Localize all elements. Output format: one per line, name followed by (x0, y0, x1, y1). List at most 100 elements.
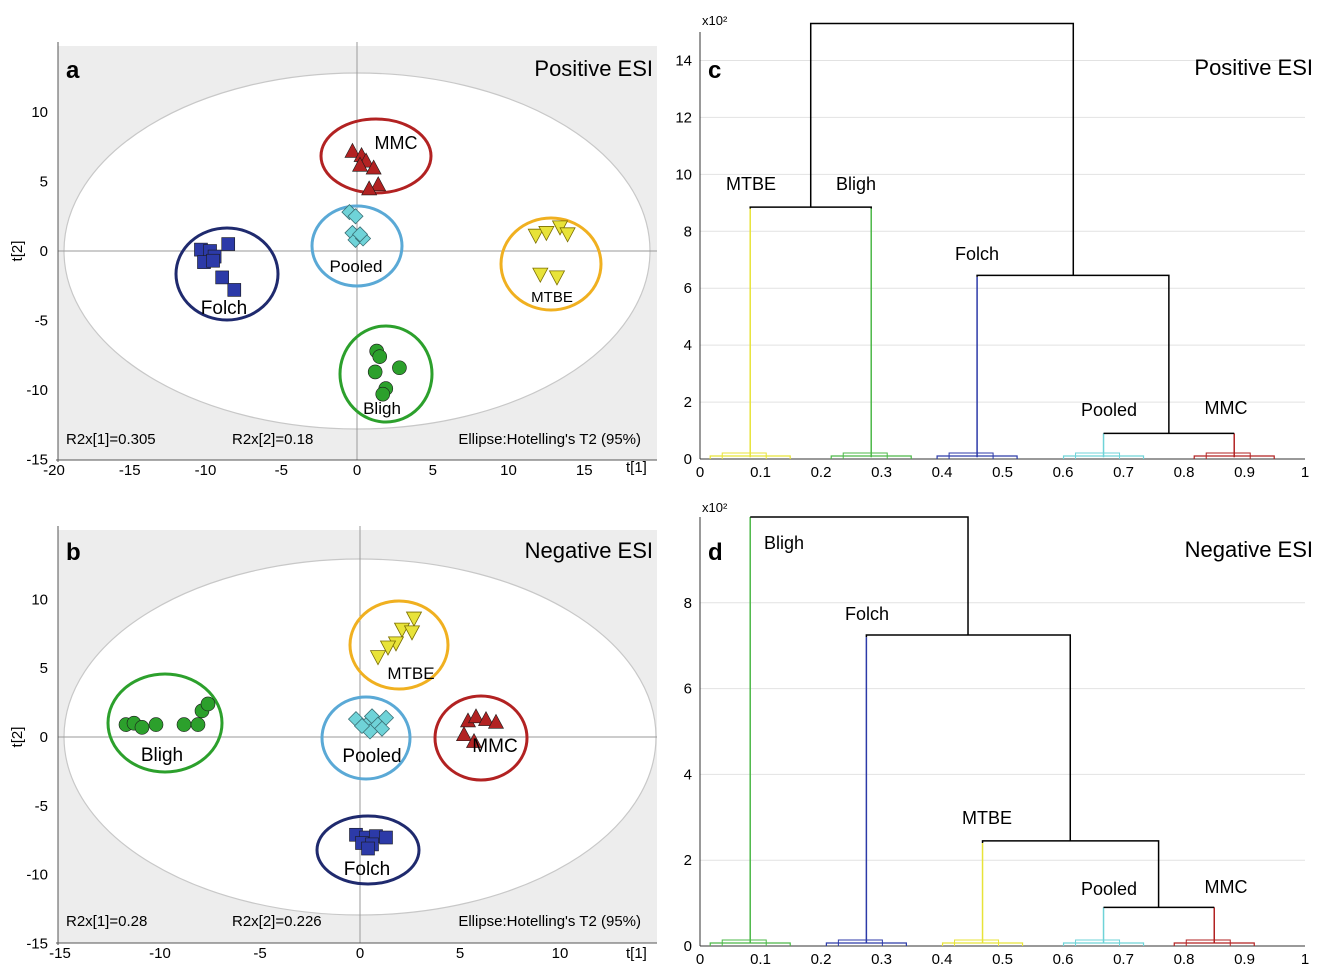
pooled-label: Pooled (330, 257, 383, 276)
mtbe-cluster-label: MTBE (726, 174, 776, 194)
chart-title: Negative ESI (525, 538, 653, 563)
x-tick-labels: 0 0.1 0.2 0.3 0.4 0.5 0.6 0.7 0.8 0.9 1 (696, 951, 1309, 967)
mmc-point (455, 726, 473, 742)
x-tick-label: 0.6 (1053, 464, 1074, 481)
mmc-leaf-branches (1173, 942, 1255, 946)
bligh-point (367, 364, 383, 380)
x-tick-label: 15 (576, 462, 593, 479)
ellipse-note: Ellipse:Hotelling's T2 (95%) (458, 431, 641, 448)
y-axis-label: t[2] (9, 241, 26, 262)
x-tick-label: 0.3 (871, 951, 892, 967)
folch-point (206, 253, 220, 268)
y-tick-label: -15 (26, 452, 48, 469)
mtbe-point (538, 226, 555, 242)
y-tick-label: 5 (40, 660, 48, 677)
x-tick-label: -15 (49, 945, 71, 962)
x-tick-label: 0.1 (750, 951, 771, 967)
y-tick-label: 2 (684, 394, 692, 411)
bligh-cluster-label: Bligh (764, 533, 804, 553)
bligh-point (200, 696, 216, 712)
x-tick-label: 0.1 (750, 464, 771, 481)
mtbe-point (559, 227, 576, 243)
x-tick-labels: -20 -15 -10 -5 0 5 10 15 (43, 462, 592, 479)
panel-letter: b (66, 539, 81, 566)
x-tick-label: 0 (353, 462, 361, 479)
bligh-circle (106, 672, 224, 774)
folch-cluster-label: Folch (845, 604, 889, 624)
folch-leaf-branches (837, 939, 883, 946)
mmc-cluster-label: MMC (1205, 398, 1248, 418)
panel-d-dendrogram: x10² 0 0.1 0.2 0.3 0.4 0.5 0.6 0.7 0.8 0.9 1 0 2 4 6 8… (684, 500, 1313, 967)
mtbe-point (527, 228, 544, 245)
mtbe-leaf-branches (954, 939, 1000, 946)
mmc-point (487, 713, 505, 729)
y-tick-label: 4 (684, 337, 692, 354)
bligh-leaf-branches (709, 942, 791, 946)
panel-letter: a (66, 57, 80, 84)
merge-link (809, 22, 1075, 276)
x-tick-label: -10 (149, 945, 171, 962)
y-tick-label: 0 (684, 451, 692, 468)
y-tick-label: 6 (684, 681, 692, 698)
mtbe-leaf-branches (941, 942, 1024, 946)
y-tick-label: 5 (40, 174, 48, 191)
leaf-clusters (709, 208, 1275, 459)
x-tick-label: 1 (1301, 464, 1309, 481)
x-tick-label: -20 (43, 462, 65, 479)
x-axis-label: t[1] (626, 459, 647, 476)
leaf-clusters (709, 517, 1255, 946)
folch-leaf-branches (948, 452, 994, 459)
folch-cluster-label: Folch (955, 244, 999, 264)
mtbe-leaf-branches (709, 455, 791, 459)
bligh-cluster (830, 208, 912, 459)
panel-b-score-plot: -15 -10 -5 0 5 10 -15 -10 -5 0 5 10 b Negative ESI… (9, 526, 657, 962)
x-tick-label: 0.2 (811, 464, 832, 481)
pooled-cluster (1062, 907, 1145, 946)
bligh-circle (338, 324, 434, 424)
pooled-cluster-label: Pooled (1081, 400, 1137, 420)
y-tick-label: -10 (26, 867, 48, 884)
dendrogram-branches (750, 516, 1215, 909)
x-tick-label: 0.9 (1234, 464, 1255, 481)
chart-title: Positive ESI (1194, 55, 1313, 80)
y-tick-labels: 0 2 4 6 8 (684, 595, 692, 955)
pooled-point (353, 717, 371, 735)
y-tick-label: 0 (684, 938, 692, 955)
mmc-point (370, 176, 387, 192)
mtbe-leaf-branches (721, 452, 767, 459)
pooled-circle (320, 695, 412, 781)
folch-point (379, 830, 393, 845)
mtbe-circle (348, 599, 450, 691)
mmc-circle (433, 694, 529, 782)
bligh-point (176, 717, 192, 732)
bligh-point (375, 386, 391, 402)
x-tick-label: 0.4 (932, 464, 953, 481)
pooled-leaf-branches (1075, 452, 1121, 459)
x-tick-labels: -15 -10 -5 0 5 10 (49, 945, 568, 962)
mtbe-point (405, 611, 423, 627)
r2x1-note: R2x[1]=0.28 (66, 913, 147, 930)
folch-cluster (825, 637, 907, 946)
x-tick-label: 5 (456, 945, 464, 962)
mmc-label: MMC (472, 736, 517, 757)
x-tick-label: 0.9 (1234, 951, 1255, 967)
y-axis-label: t[2] (9, 727, 26, 748)
bligh-leaf-branches (830, 455, 912, 459)
x-tick-label: 0.3 (871, 464, 892, 481)
folch-leaf-branches (825, 942, 907, 946)
y-tick-label: 6 (684, 280, 692, 297)
pooled-label: Pooled (342, 746, 401, 767)
x-tick-label: 10 (552, 945, 569, 962)
mmc-point (344, 142, 361, 158)
x-tick-label: 0.5 (992, 464, 1013, 481)
mmc-cluster-label: MMC (1205, 877, 1248, 897)
bligh-point (372, 349, 388, 364)
mtbe-label: MTBE (387, 664, 434, 683)
mtbe-point (532, 267, 549, 283)
x-tick-label: 0.8 (1174, 951, 1195, 967)
y-tick-label: 10 (675, 166, 692, 183)
folch-circle (315, 814, 421, 886)
y-tick-label: -5 (35, 798, 48, 815)
